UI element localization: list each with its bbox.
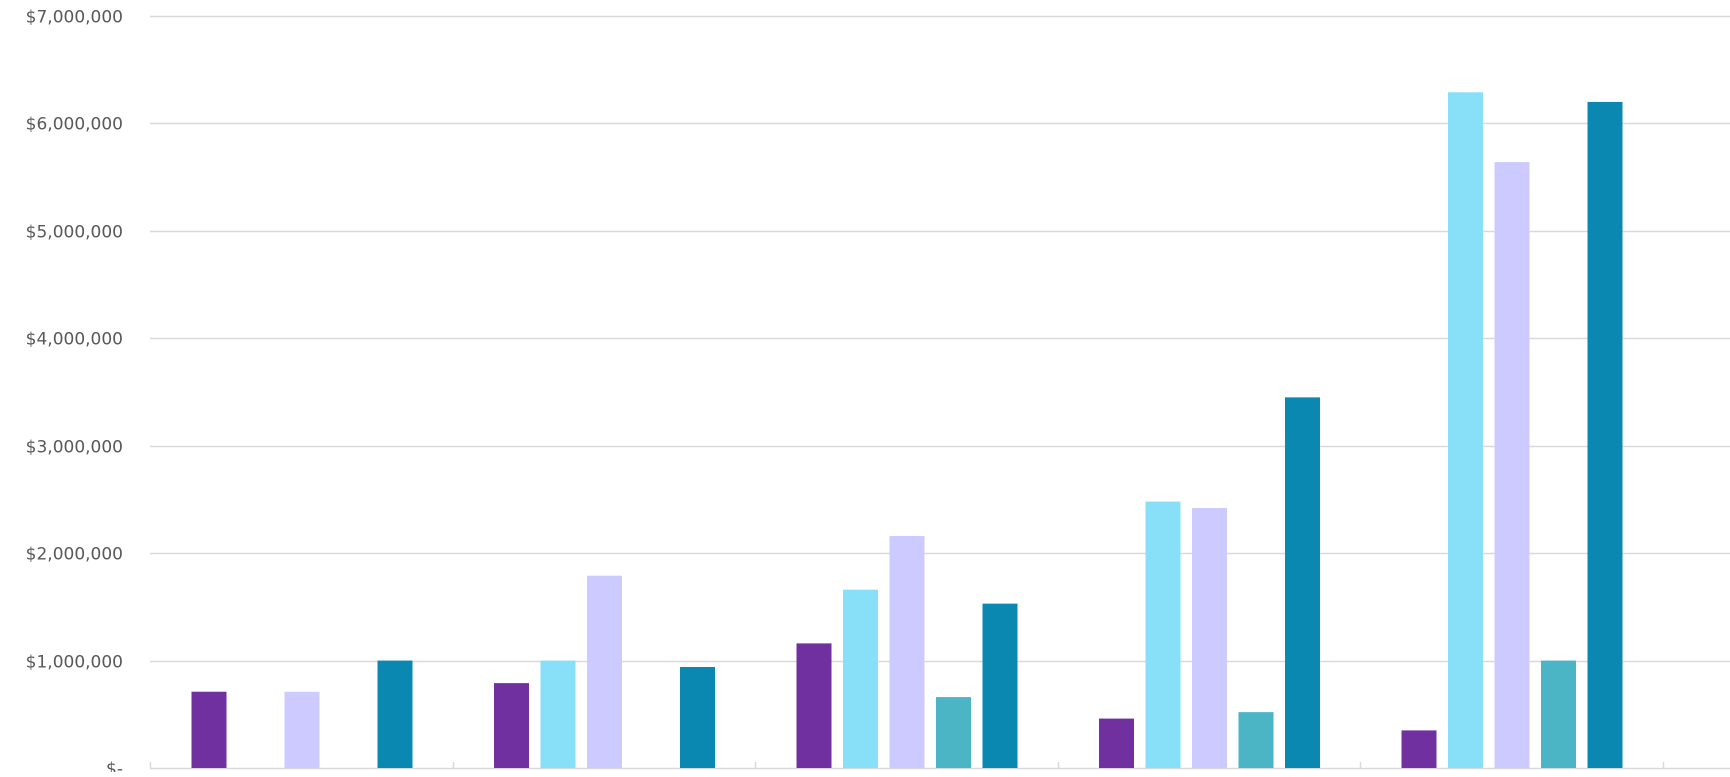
plot-area [191, 92, 1623, 769]
bar-series3-group2 [587, 575, 622, 768]
bar-series5-group3 [982, 603, 1018, 768]
gridlines [149, 15, 1730, 770]
y-tick-label: $3,000,000 [26, 438, 123, 458]
y-tick-label: $5,000,000 [26, 223, 123, 243]
y-tick-label: $7,000,000 [26, 8, 123, 28]
bar-series4-group5 [1541, 660, 1576, 768]
bar-series4-group4 [1238, 712, 1274, 768]
bar-series2-group3 [843, 589, 878, 768]
bar-series3-group5 [1494, 162, 1530, 769]
y-tick-label: $6,000,000 [26, 115, 123, 135]
bar-series3-group4 [1192, 508, 1227, 768]
y-axis: $- $1,000,000 $2,000,000 $3,000,000 $4,000,0… [26, 8, 123, 777]
y-tick-label: $1,000,000 [26, 653, 123, 673]
y-tick-label: $2,000,000 [26, 545, 123, 565]
bar-series5-group5 [1587, 101, 1623, 768]
bar-series5-group4 [1285, 397, 1320, 768]
bar-series2-group4 [1145, 501, 1181, 768]
bar-series1-group2 [494, 683, 529, 768]
bar-series1-group5 [1401, 730, 1437, 768]
bar-series4-group3 [936, 697, 971, 768]
bar-series5-group1 [377, 660, 413, 768]
bar-series2-group2 [540, 660, 576, 768]
bar-series3-group1 [284, 691, 320, 768]
bar-series1-group3 [796, 643, 832, 768]
y-tick-label: $4,000,000 [26, 330, 123, 350]
y-tick-label: $- [106, 760, 123, 773]
bar-series1-group1 [191, 691, 227, 768]
bar-series5-group2 [680, 667, 715, 768]
bar-series2-group5 [1448, 92, 1483, 768]
bar-series1-group4 [1099, 718, 1134, 768]
bar-series3-group3 [889, 535, 925, 768]
